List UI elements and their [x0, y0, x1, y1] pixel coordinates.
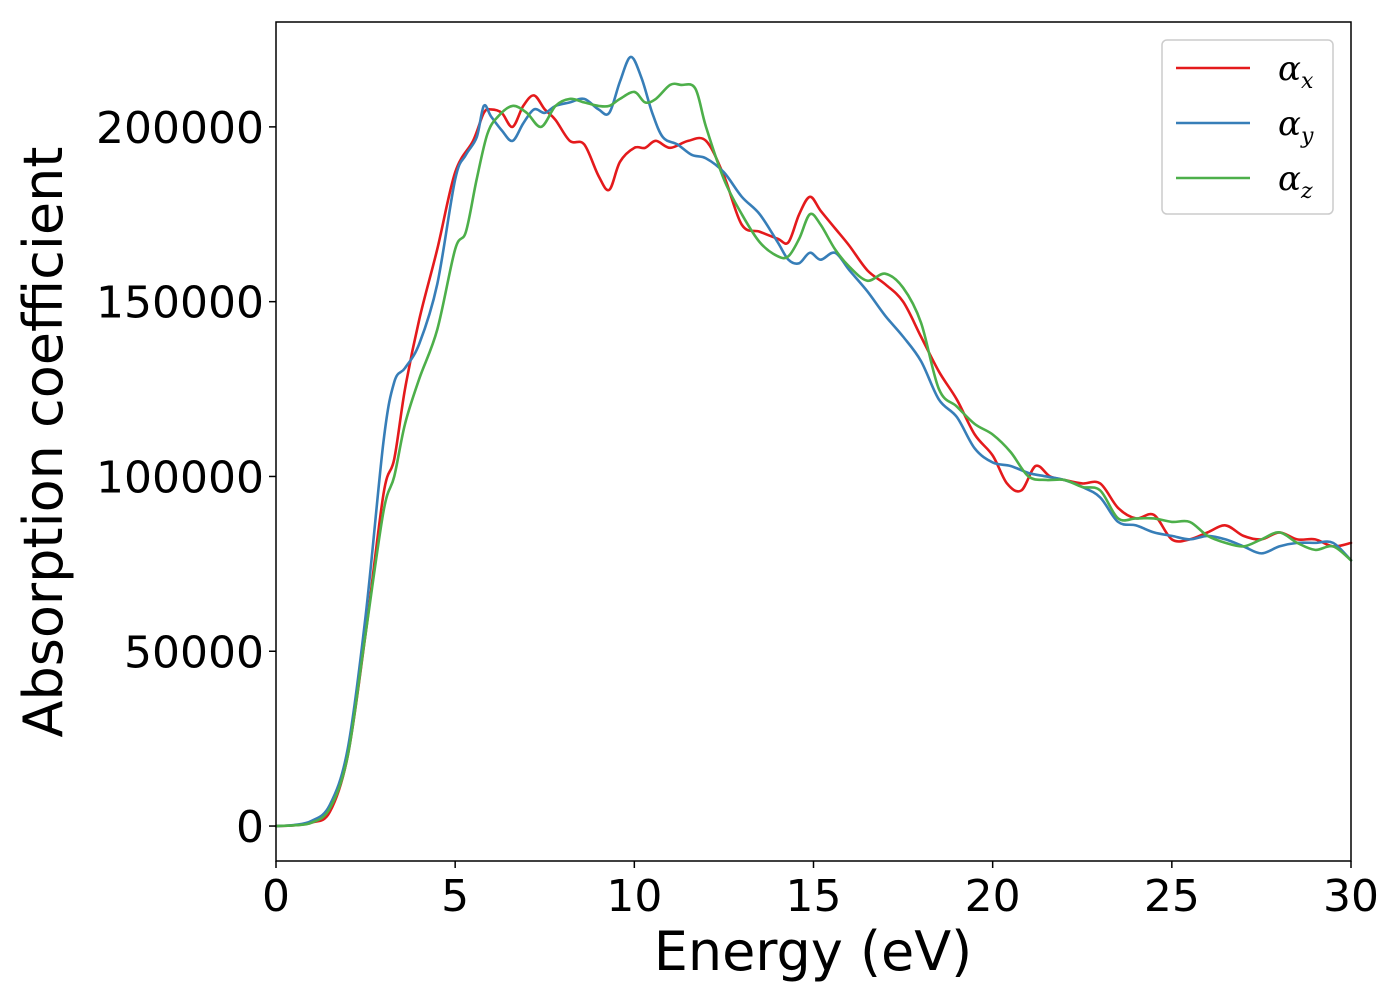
x-tick-label: 10: [606, 871, 662, 922]
y-tick-label: 150000: [96, 278, 264, 329]
y-axis-ticks: 0 50000 100000 150000 200000: [96, 103, 276, 853]
x-tick-label: 15: [786, 871, 842, 922]
y-axis-label: Absorption coefficient: [12, 147, 75, 738]
legend-label-x: αx: [1278, 49, 1314, 94]
legend-label-z: αz: [1278, 159, 1313, 204]
legend-box: [1161, 39, 1334, 215]
legend-label-y: αy: [1278, 104, 1314, 149]
x-tick-label: 0: [262, 871, 290, 922]
legend: αx αy αz: [1161, 39, 1334, 215]
x-tick-label: 25: [1144, 871, 1200, 922]
x-axis-label: Energy (eV): [654, 920, 973, 983]
y-tick-label: 200000: [96, 103, 264, 154]
x-tick-label: 5: [441, 871, 469, 922]
x-tick-label: 30: [1323, 871, 1379, 922]
y-tick-label: 50000: [124, 627, 264, 678]
x-tick-label: 20: [965, 871, 1021, 922]
series-line-z: [274, 82, 1353, 828]
series-layer: [274, 55, 1353, 828]
series-line-y: [274, 55, 1353, 828]
x-axis-ticks: 0 5 10 15 20 25 30: [262, 861, 1379, 922]
y-tick-label: 0: [236, 802, 264, 853]
y-tick-label: 100000: [96, 452, 264, 503]
